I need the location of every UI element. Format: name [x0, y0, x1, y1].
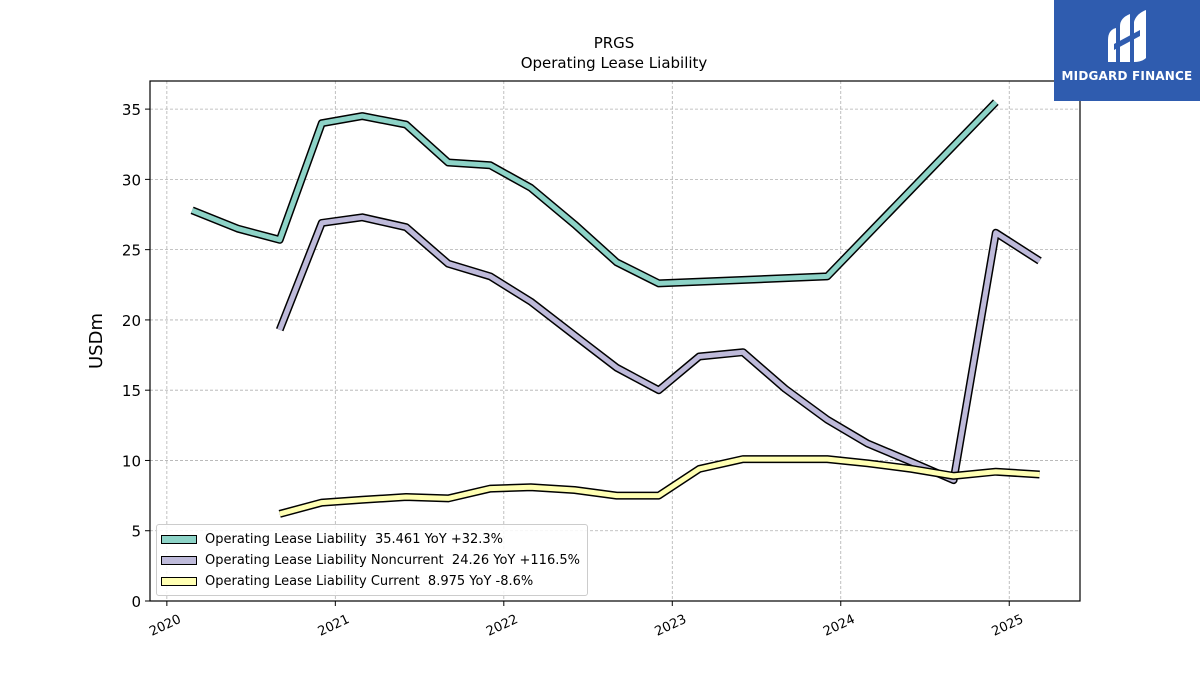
- series-line: [190, 99, 999, 288]
- y-tick-label: 5: [131, 523, 141, 541]
- y-axis-label: USDm: [86, 313, 107, 369]
- logo-text: MIDGARD FINANCE: [1061, 69, 1193, 83]
- midgard-finance-logo: MIDGARD FINANCE: [1054, 0, 1200, 101]
- x-tick-label: 2023: [653, 612, 689, 640]
- series-line: [275, 213, 1042, 485]
- series-line: [278, 455, 1040, 518]
- plot-frame: [149, 80, 1081, 602]
- midgard-logo-icon: [1108, 10, 1146, 62]
- legend-swatch: [161, 556, 197, 565]
- legend-swatch: [161, 535, 197, 544]
- series-line-outline: [275, 213, 1042, 485]
- legend-item: Operating Lease Liability Noncurrent 24.…: [161, 550, 580, 571]
- chart-legend: Operating Lease Liability 35.461 YoY +32…: [156, 524, 588, 596]
- legend-swatch: [161, 577, 197, 586]
- legend-label: Operating Lease Liability Current 8.975 …: [205, 574, 534, 589]
- y-tick-label: 15: [122, 382, 141, 400]
- y-tick-label: 20: [122, 312, 141, 330]
- x-tick-label: 2024: [821, 612, 857, 640]
- chart-title: PRGS: [594, 34, 635, 52]
- series-line-stroke: [277, 214, 1041, 483]
- series-line-stroke: [279, 456, 1040, 517]
- series-line-stroke: [191, 100, 998, 286]
- x-tick-label: 2020: [147, 612, 183, 640]
- x-tick-label: 2025: [990, 612, 1026, 640]
- y-tick-label: 10: [122, 452, 141, 470]
- y-tick-label: 25: [122, 242, 141, 260]
- legend-item: Operating Lease Liability Current 8.975 …: [161, 571, 580, 592]
- legend-item: Operating Lease Liability 35.461 YoY +32…: [161, 529, 580, 550]
- y-tick-label: 0: [131, 593, 141, 611]
- series-line-outline: [278, 455, 1040, 518]
- y-tick-label: 35: [122, 101, 141, 119]
- legend-label: Operating Lease Liability Noncurrent 24.…: [205, 553, 580, 568]
- x-tick-label: 2022: [484, 612, 520, 640]
- chart-subtitle: Operating Lease Liability: [521, 54, 708, 72]
- legend-label: Operating Lease Liability 35.461 YoY +32…: [205, 532, 504, 547]
- x-tick-label: 2021: [316, 612, 352, 640]
- y-tick-label: 30: [122, 171, 141, 189]
